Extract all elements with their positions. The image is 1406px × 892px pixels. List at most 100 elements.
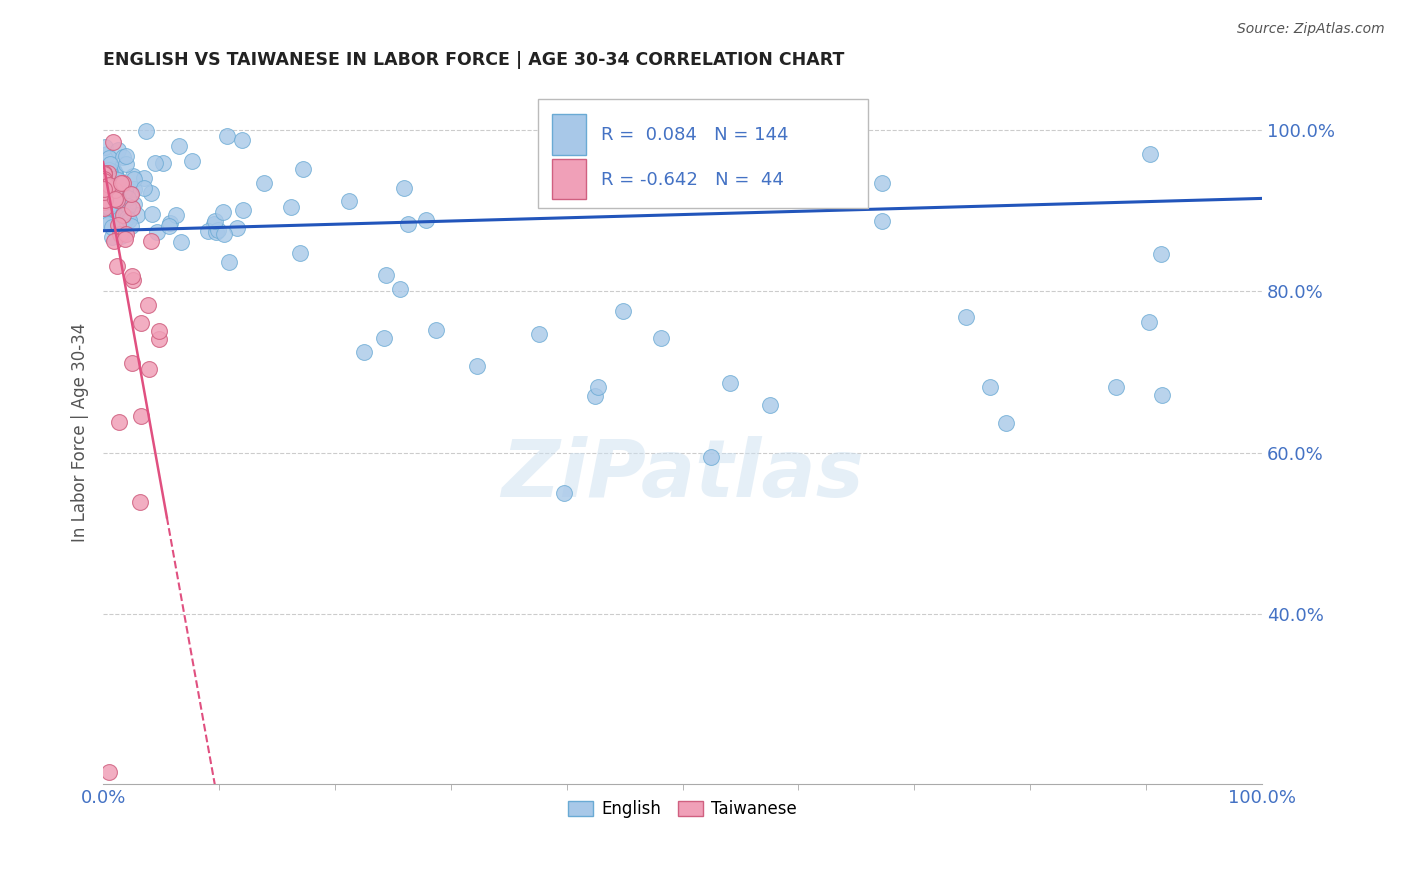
Point: [107, 192, 129, 206]
Point: [129, 316, 152, 330]
Point: [120, 219, 142, 233]
Point: [94, 202, 117, 217]
Point: [93, 194, 115, 209]
Point: [157, 219, 180, 234]
Point: [101, 161, 124, 176]
Point: [98, 198, 121, 212]
Point: [94, 166, 117, 180]
Point: [612, 304, 634, 318]
Point: [98, 157, 121, 171]
Point: [588, 380, 610, 394]
Point: [111, 178, 134, 193]
Point: [288, 246, 311, 260]
Point: [103, 194, 125, 208]
Point: [110, 176, 132, 190]
Text: ENGLISH VS TAIWANESE IN LABOR FORCE | AGE 30-34 CORRELATION CHART: ENGLISH VS TAIWANESE IN LABOR FORCE | AG…: [103, 51, 845, 69]
Point: [103, 135, 125, 149]
Point: [117, 182, 139, 196]
Point: [114, 227, 136, 241]
Point: [553, 486, 575, 500]
Point: [94, 186, 117, 201]
Point: [96, 195, 118, 210]
Point: [169, 235, 191, 249]
Point: [104, 194, 127, 209]
Point: [107, 193, 129, 207]
Point: [98, 163, 121, 178]
Point: [98, 169, 121, 184]
Point: [93, 163, 115, 178]
Point: [93, 184, 115, 198]
Point: [280, 200, 302, 214]
Point: [425, 323, 447, 337]
Point: [93, 181, 115, 195]
Text: R = -0.642   N =  44: R = -0.642 N = 44: [602, 170, 785, 189]
Point: [955, 310, 977, 324]
Point: [1139, 315, 1161, 329]
Text: R =  0.084   N = 144: R = 0.084 N = 144: [602, 127, 789, 145]
Point: [204, 214, 226, 228]
Point: [104, 192, 127, 206]
Point: [110, 227, 132, 241]
Point: [94, 161, 117, 176]
Point: [96, 179, 118, 194]
Point: [121, 273, 143, 287]
Point: [1139, 147, 1161, 161]
Point: [699, 450, 721, 464]
Point: [120, 187, 142, 202]
Y-axis label: In Labor Force | Age 30-34: In Labor Force | Age 30-34: [72, 323, 89, 542]
Point: [93, 172, 115, 186]
Point: [98, 195, 121, 210]
Point: [125, 208, 148, 222]
Point: [94, 215, 117, 229]
Point: [115, 157, 138, 171]
Point: [197, 223, 219, 237]
Point: [215, 128, 238, 143]
Point: [207, 222, 229, 236]
Point: [870, 213, 893, 227]
Point: [148, 332, 170, 346]
Point: [375, 268, 398, 282]
Point: [112, 150, 135, 164]
Bar: [551, 114, 586, 155]
Point: [93, 186, 115, 200]
Point: [96, 217, 118, 231]
Point: [141, 207, 163, 221]
Point: [292, 162, 315, 177]
Point: [107, 198, 129, 212]
Text: Source: ZipAtlas.com: Source: ZipAtlas.com: [1237, 22, 1385, 37]
Point: [979, 380, 1001, 394]
Point: [995, 416, 1018, 430]
Point: [93, 174, 115, 188]
Point: [96, 169, 118, 184]
Point: [101, 208, 124, 222]
Point: [110, 228, 132, 243]
Point: [94, 193, 117, 207]
Point: [96, 181, 118, 195]
Point: [94, 189, 117, 203]
Point: [97, 203, 120, 218]
Point: [214, 227, 236, 241]
Point: [373, 331, 395, 345]
Point: [104, 169, 127, 183]
Point: [337, 194, 360, 209]
Point: [96, 169, 118, 183]
Point: [100, 171, 122, 186]
Point: [1150, 247, 1173, 261]
Point: [97, 176, 120, 190]
Point: [101, 167, 124, 181]
Point: [94, 139, 117, 153]
Point: [122, 196, 145, 211]
Bar: [537, 99, 868, 208]
Point: [117, 191, 139, 205]
Point: [101, 219, 124, 234]
Point: [93, 194, 115, 208]
Point: [104, 183, 127, 197]
Point: [93, 182, 115, 196]
Point: [117, 199, 139, 213]
Point: [121, 269, 143, 284]
Point: [122, 182, 145, 196]
Point: [388, 281, 411, 295]
Point: [97, 165, 120, 179]
Point: [758, 398, 780, 412]
Point: [104, 172, 127, 186]
